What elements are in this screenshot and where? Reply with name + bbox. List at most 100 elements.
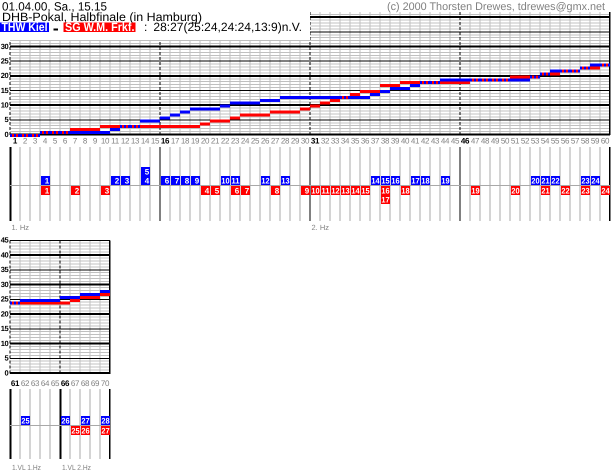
svg-text:10: 10 — [221, 177, 230, 186]
svg-text:1: 1 — [13, 137, 18, 146]
svg-text:31: 31 — [311, 137, 320, 146]
svg-text:11: 11 — [231, 177, 240, 186]
svg-text:2: 2 — [115, 177, 120, 186]
svg-text:57: 57 — [571, 137, 580, 146]
svg-text:1: 1 — [45, 177, 50, 186]
svg-text:66: 66 — [61, 379, 70, 388]
svg-text:33: 33 — [331, 137, 340, 146]
svg-text:35: 35 — [1, 265, 9, 274]
svg-text:1: 1 — [45, 187, 50, 196]
svg-text:16: 16 — [391, 177, 400, 186]
svg-text:8: 8 — [83, 137, 88, 146]
svg-text:30: 30 — [1, 280, 9, 289]
svg-text:7: 7 — [175, 177, 180, 186]
svg-text:21: 21 — [211, 137, 220, 146]
svg-text:23: 23 — [231, 137, 240, 146]
svg-text:27: 27 — [271, 137, 280, 146]
svg-text:9: 9 — [305, 187, 310, 196]
svg-text:19: 19 — [191, 137, 200, 146]
svg-text:11: 11 — [321, 187, 330, 196]
svg-text:25: 25 — [251, 137, 260, 146]
svg-text:19: 19 — [441, 177, 450, 186]
svg-text:4: 4 — [205, 187, 210, 196]
svg-text:45: 45 — [1, 236, 9, 245]
svg-text:5: 5 — [5, 354, 9, 363]
svg-text:15: 15 — [361, 187, 370, 196]
svg-text:34: 34 — [341, 137, 350, 146]
svg-text:35: 35 — [351, 137, 360, 146]
svg-text:4: 4 — [145, 177, 150, 186]
svg-text:52: 52 — [521, 137, 530, 146]
svg-text:43: 43 — [431, 137, 440, 146]
svg-text:1.VL 1.Hz: 1.VL 1.Hz — [12, 463, 41, 471]
svg-text:60: 60 — [601, 137, 610, 146]
svg-text:22: 22 — [221, 137, 230, 146]
svg-text:46: 46 — [461, 137, 470, 146]
svg-text:44: 44 — [441, 137, 450, 146]
svg-text:36: 36 — [361, 137, 370, 146]
svg-text:26: 26 — [261, 137, 270, 146]
svg-text:23: 23 — [581, 177, 590, 186]
svg-text:69: 69 — [91, 379, 100, 388]
svg-text:20: 20 — [1, 309, 9, 318]
svg-text:15: 15 — [1, 86, 9, 95]
svg-text:12: 12 — [121, 137, 130, 146]
svg-text:63: 63 — [31, 379, 40, 388]
svg-text:9: 9 — [195, 177, 200, 186]
svg-text:62: 62 — [21, 379, 30, 388]
svg-text:2. Hz: 2. Hz — [312, 223, 330, 232]
svg-text:10: 10 — [101, 137, 110, 146]
svg-text:15: 15 — [151, 137, 160, 146]
svg-text:5: 5 — [53, 137, 58, 146]
svg-text:55: 55 — [551, 137, 560, 146]
svg-text:39: 39 — [391, 137, 400, 146]
svg-text:3: 3 — [105, 187, 110, 196]
svg-text:11: 11 — [111, 137, 120, 146]
svg-text:8: 8 — [185, 177, 190, 186]
svg-text:6: 6 — [165, 177, 170, 186]
svg-text:53: 53 — [531, 137, 540, 146]
svg-text:70: 70 — [101, 379, 110, 388]
svg-text:24: 24 — [601, 187, 610, 196]
svg-text:23: 23 — [581, 187, 590, 196]
svg-text:24: 24 — [241, 137, 250, 146]
svg-text:20: 20 — [1, 71, 9, 80]
svg-text:9: 9 — [93, 137, 98, 146]
svg-text:32: 32 — [321, 137, 330, 146]
svg-text:6: 6 — [235, 187, 240, 196]
svg-text:(c) 2000 Thorsten Drewes, tdre: (c) 2000 Thorsten Drewes, tdrewes@gmx.ne… — [387, 1, 605, 13]
svg-text:26: 26 — [61, 417, 70, 426]
svg-text:1.VL 2.Hz: 1.VL 2.Hz — [62, 463, 91, 471]
svg-text:54: 54 — [541, 137, 550, 146]
svg-text:18: 18 — [421, 177, 430, 186]
svg-text:13: 13 — [281, 177, 290, 186]
svg-text:51: 51 — [511, 137, 520, 146]
svg-text:0: 0 — [5, 368, 9, 377]
svg-text:15: 15 — [1, 324, 9, 333]
svg-text:37: 37 — [371, 137, 380, 146]
svg-text:2: 2 — [23, 137, 28, 146]
svg-text:40: 40 — [401, 137, 410, 146]
svg-text:16: 16 — [161, 137, 170, 146]
svg-text:3: 3 — [33, 137, 38, 146]
svg-text:10: 10 — [311, 187, 320, 196]
svg-text:59: 59 — [591, 137, 600, 146]
svg-text:18: 18 — [181, 137, 190, 146]
svg-text:25: 25 — [21, 417, 30, 426]
svg-text:68: 68 — [81, 379, 90, 388]
svg-text:15: 15 — [381, 177, 390, 186]
svg-text:2: 2 — [75, 187, 80, 196]
svg-text:42: 42 — [421, 137, 430, 146]
svg-text:3: 3 — [125, 177, 130, 186]
svg-text:45: 45 — [451, 137, 460, 146]
svg-text:6: 6 — [63, 137, 68, 146]
svg-text:21: 21 — [541, 177, 550, 186]
svg-text:27: 27 — [101, 427, 110, 436]
svg-text:58: 58 — [581, 137, 590, 146]
svg-text:38: 38 — [381, 137, 390, 146]
svg-text:20: 20 — [531, 177, 540, 186]
svg-text:25: 25 — [1, 295, 9, 304]
svg-text:56: 56 — [561, 137, 570, 146]
svg-text:7: 7 — [73, 137, 78, 146]
svg-text:12: 12 — [261, 177, 270, 186]
